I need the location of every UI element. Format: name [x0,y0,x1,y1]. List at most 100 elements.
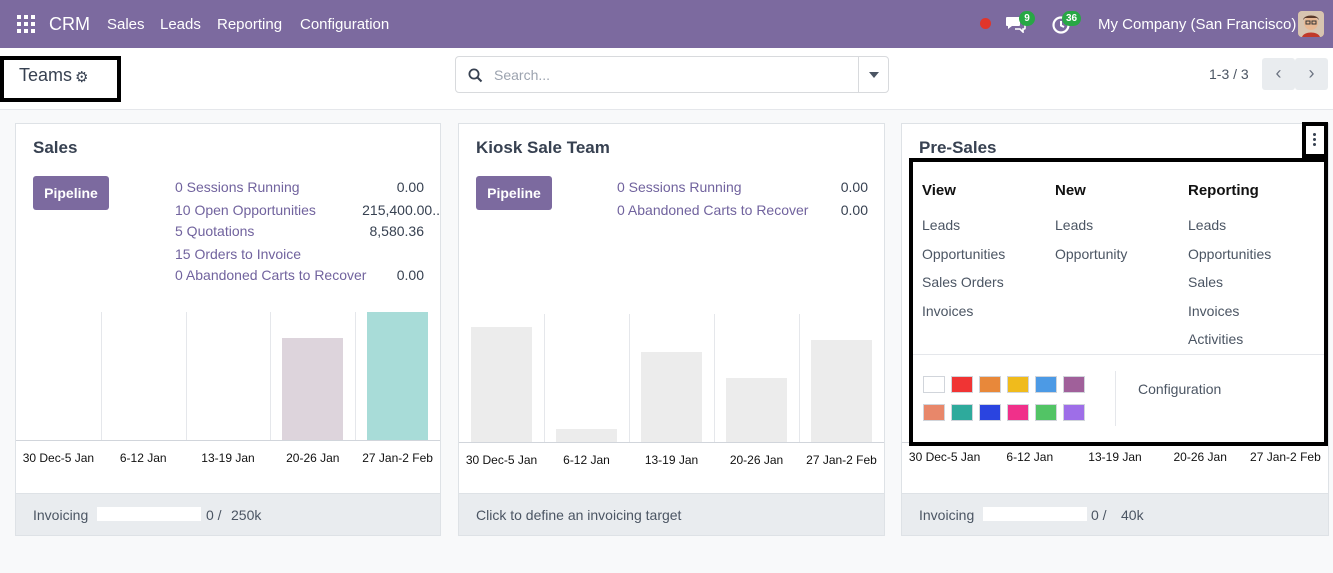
team-title[interactable]: Kiosk Sale Team [476,138,610,157]
card-options-kebab-icon[interactable] [1302,122,1328,158]
stat-sessions-value: 0.00 [396,179,424,195]
chart-axis [459,442,884,443]
menu-configuration[interactable]: Configuration [300,16,390,33]
invoicing-progress: 0 / [206,507,222,523]
stat-open-opportunities[interactable]: 10 Open Opportunities [175,202,316,218]
chart-bar[interactable] [470,326,533,442]
stat-abandoned-carts[interactable]: 0 Abandoned Carts to Recover [175,267,367,283]
invoicing-footer[interactable]: Invoicing 0 / 250k [16,493,440,535]
stat-abandoned-carts[interactable]: 0 Abandoned Carts to Recover [617,202,809,218]
app-grid-icon[interactable] [17,15,35,33]
chart-tick-label: 27 Jan-2 Feb [806,453,877,467]
search-bar[interactable]: Search... [455,56,889,93]
color-swatch[interactable] [951,376,973,393]
company-switcher[interactable]: My Company (San Francisco) [1098,16,1297,33]
chart-tick-label: 20-26 Jan [1173,450,1227,464]
stat-orders-to-invoice[interactable]: 15 Orders to Invoice [175,246,302,262]
color-swatch[interactable] [923,376,945,393]
view-invoices-link[interactable]: Invoices [922,303,974,319]
invoicing-target[interactable]: 40k [1121,507,1144,523]
chart-tick-label: 20-26 Jan [286,451,340,465]
define-invoicing-target-link[interactable]: Click to define an invoicing target [476,507,682,523]
dropdown-header-reporting: Reporting [1188,182,1259,199]
chart-gridline [714,314,715,442]
color-swatch[interactable] [1063,376,1085,393]
stat-open-opportunities-value: 215,400.00.. [362,202,440,218]
team-title[interactable]: Sales [33,138,78,157]
stat-quotations[interactable]: 5 Quotations [175,223,255,239]
dropdown-header-view: View [922,182,956,199]
color-swatch[interactable] [1007,404,1029,421]
chart-tick-label: 13-19 Jan [201,451,255,465]
search-options-toggle-icon[interactable] [869,72,879,78]
chart-tick-label: 27 Jan-2 Feb [362,451,433,465]
reporting-activities-link[interactable]: Activities [1188,331,1244,347]
sales-chart [16,312,440,440]
pipeline-button[interactable]: Pipeline [476,176,552,210]
new-lead-link[interactable]: Leads [1055,217,1094,233]
invoicing-target[interactable]: 250k [231,507,262,523]
reporting-opportunities-link[interactable]: Opportunities [1188,246,1272,262]
chart-axis [16,440,440,441]
team-title[interactable]: Pre-Sales [919,138,997,157]
reporting-invoices-link[interactable]: Invoices [1188,303,1240,319]
menu-sales[interactable]: Sales [107,16,145,33]
pager-prev-button[interactable]: ‹ [1262,58,1295,90]
pager-next-button[interactable]: › [1295,58,1328,90]
view-leads-link[interactable]: Leads [922,217,961,233]
chart-tick-label: 30 Dec-5 Jan [908,450,981,464]
invoicing-label: Invoicing [919,507,975,523]
invoicing-footer[interactable]: Invoicing 0 / 40k [902,493,1328,535]
reporting-sales-link[interactable]: Sales [1188,274,1224,290]
reporting-leads-link[interactable]: Leads [1188,217,1227,233]
stat-sessions[interactable]: 0 Sessions Running [617,179,742,195]
pipeline-button[interactable]: Pipeline [33,176,109,210]
chart-gridline [270,312,272,440]
chart-bar[interactable] [367,312,429,440]
color-swatch[interactable] [979,404,1001,421]
card-options-dropdown: View New Reporting Leads Opportunities S… [909,158,1328,446]
search-icon [468,68,483,83]
color-swatch[interactable] [923,404,945,421]
gear-icon[interactable]: ⚙ [75,69,89,86]
chart-gridline [544,314,545,442]
activity-badge: 36 [1062,11,1082,26]
team-card-sales[interactable]: Sales Pipeline 0 Sessions Running 0.00 1… [15,123,441,536]
color-swatch[interactable] [979,376,1001,393]
search-input[interactable]: Search... [494,67,551,83]
chart-bar[interactable] [810,339,873,442]
breadcrumb-highlight [0,56,121,102]
chart-tick-label: 6-12 Jan [1006,450,1054,464]
color-swatch[interactable] [951,404,973,421]
color-swatch[interactable] [1035,404,1057,421]
search-divider [858,57,859,92]
chart-bar[interactable] [555,429,618,442]
user-avatar[interactable] [1298,11,1324,37]
chart-bar[interactable] [282,337,344,440]
invoicing-footer[interactable]: Click to define an invoicing target [459,493,884,535]
invoicing-progress-bar [983,507,1087,521]
stat-sessions[interactable]: 0 Sessions Running [175,179,300,195]
kiosk-chart [459,314,884,442]
chart-bar[interactable] [725,378,788,442]
status-dot-icon[interactable] [980,18,991,29]
team-card-kiosk[interactable]: Kiosk Sale Team Pipeline 0 Sessions Runn… [458,123,885,536]
control-panel: Teams ⚙ Search... 1-3 / 3 ‹ › [0,48,1333,110]
menu-leads[interactable]: Leads [160,16,201,33]
new-opportunity-link[interactable]: Opportunity [1055,246,1128,262]
color-swatch[interactable] [1007,376,1029,393]
stat-abandoned-carts-value: 0.00 [396,267,424,283]
pager-value[interactable]: 1-3 / 3 [1209,66,1249,82]
app-brand[interactable]: CRM [49,14,90,34]
color-swatch[interactable] [1063,404,1085,421]
stat-sessions-value: 0.00 [840,179,868,195]
chart-tick-label: 30 Dec-5 Jan [22,451,95,465]
color-swatch[interactable] [1035,376,1057,393]
chart-bar[interactable] [640,352,703,442]
stat-quotations-value: 8,580.36 [369,223,425,239]
configuration-link[interactable]: Configuration [1138,381,1222,397]
menu-reporting[interactable]: Reporting [217,16,283,33]
view-sales-orders-link[interactable]: Sales Orders [922,274,1004,290]
chart-tick-label: 20-26 Jan [729,453,784,467]
view-opportunities-link[interactable]: Opportunities [922,246,1006,262]
